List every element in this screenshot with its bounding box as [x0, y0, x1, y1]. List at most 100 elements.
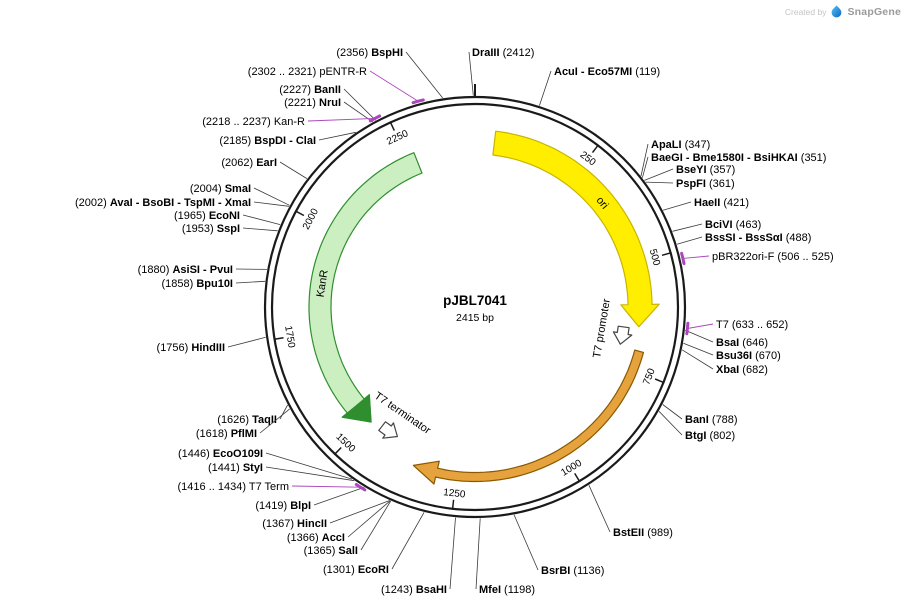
leader-line-acci: [347, 500, 391, 538]
primer-mark-pentr-r: [411, 98, 425, 105]
tick-mark-500: [661, 251, 672, 257]
leader-line-baegi: [642, 156, 649, 178]
primer-leader-line-t7: [687, 323, 714, 329]
leader-line-blpi: [313, 486, 365, 506]
leader-line-ecori: [391, 512, 425, 570]
enzyme-label-ecori: (1301) EcoRI: [323, 564, 389, 576]
primer-mark-t7: [685, 321, 690, 336]
enzyme-label-acci: (1366) AccI: [287, 532, 345, 544]
leader-line-avai: [253, 201, 290, 207]
enzyme-label-bsu36i: Bsu36I (670): [716, 350, 781, 362]
enzyme-label-sspi: (1953) SspI: [182, 223, 240, 235]
enzyme-label-btgi: BtgI (802): [685, 430, 735, 442]
credit: Created by SnapGene: [785, 5, 901, 18]
enzyme-label-haeii: HaeII (421): [694, 197, 749, 209]
enzyme-label-bcivi: BciVI (463): [705, 219, 761, 231]
primer-leader-line-pbr322ori-f: [682, 255, 710, 259]
tick-mark-1250: [451, 499, 455, 510]
enzyme-label-bseyi: BseYI (357): [676, 164, 735, 176]
enzyme-label-bsahi: (1243) BsaHI: [381, 584, 447, 596]
enzyme-label-bsai: BsaI (646): [716, 337, 768, 349]
tick-mark-1750: [273, 337, 284, 341]
tick-label-1750: 1750: [282, 325, 296, 349]
enzyme-label-pspfi: PspFI (361): [676, 178, 735, 190]
tick-mark-1500: [333, 446, 342, 456]
tick-mark-2250: [389, 121, 395, 131]
primer-label-pbr322ori-f: pBR322ori-F (506 .. 525): [712, 251, 834, 263]
leader-line-acui: [539, 70, 552, 106]
enzyme-label-mfei: MfeI (1198): [479, 584, 535, 596]
leader-line-sspi: [242, 227, 278, 232]
enzyme-label-xbai: XbaI (682): [716, 364, 768, 376]
tick-label-2250: 2250: [385, 128, 410, 147]
enzyme-label-bani: BanI (788): [685, 414, 738, 426]
enzyme-label-bspdi: (2185) BspDI - ClaI: [219, 135, 316, 147]
tick-label-1250: 1250: [443, 487, 467, 500]
primer-label-kan-r: (2218 .. 2237) Kan-R: [202, 116, 305, 128]
leader-line-ecoo109i: [265, 452, 353, 480]
feature-label-kanr: KanR: [315, 269, 331, 298]
leader-line-banii: [343, 88, 376, 121]
leader-line-mfei: [475, 518, 481, 590]
enzyme-label-draiii: DraIII (2412): [472, 47, 534, 59]
enzyme-label-hindiii: (1756) HindIII: [157, 342, 225, 354]
enzyme-label-avai: (2002) AvaI - BsoBI - TspMI - XmaI: [75, 197, 251, 209]
enzyme-label-eari: (2062) EarI: [221, 157, 277, 169]
enzyme-label-acui: AcuI - Eco57MI (119): [554, 66, 660, 78]
leader-line-econi: [242, 214, 281, 225]
enzyme-label-sali: (1365) SalI: [304, 545, 358, 557]
enzyme-label-taqii: (1626) TaqII: [217, 414, 277, 426]
primer-label-t7-term: (1416 .. 1434) T7 Term: [178, 481, 290, 493]
feature-label-t7-promoter: T7 promoter: [591, 298, 613, 359]
credit-created-by: Created by: [784, 6, 827, 17]
tick-label-1000: 1000: [559, 458, 584, 479]
enzyme-label-nrui: (2221) NruI: [284, 97, 341, 109]
leader-line-bsu36i: [683, 342, 714, 356]
leader-line-bsphi: [405, 51, 444, 99]
leader-line-bcivi: [672, 223, 703, 232]
primer-label-t7: T7 (633 .. 652): [716, 319, 788, 331]
leader-line-eari: [279, 161, 308, 179]
leader-line-bseyi: [644, 168, 674, 181]
enzyme-label-bsphi: (2356) BspHI: [336, 47, 403, 59]
leader-line-pflmi: [259, 408, 290, 434]
tick-mark-750: [654, 378, 665, 384]
feature-ori: [492, 130, 660, 328]
primer-label-pentr-r: (2302 .. 2321) pENTR-R: [248, 66, 367, 78]
enzyme-label-apali: ApaLI (347): [651, 139, 710, 151]
enzyme-label-ecoo109i: (1446) EcoO109I: [178, 448, 263, 460]
primer-leader-line-pentr-r: [369, 70, 419, 102]
primer-mark-pbr322ori-f: [680, 251, 686, 266]
leader-line-bsai: [685, 329, 714, 343]
leader-line-hindiii: [227, 336, 266, 348]
plasmid-size: 2415 bp: [456, 312, 494, 324]
leader-line-bpu10i: [235, 280, 266, 284]
enzyme-label-pflmi: (1618) PflMI: [196, 428, 257, 440]
feature-unnamed: [412, 349, 645, 485]
leader-line-hincii: [329, 500, 390, 524]
enzyme-label-baegi: BaeGI - Bme1580I - BsiHKAI (351): [651, 152, 826, 164]
enzyme-label-econi: (1965) EcoNI: [174, 210, 240, 222]
enzyme-label-hincii: (1367) HincII: [262, 518, 327, 530]
leader-line-apali: [640, 143, 649, 177]
enzyme-label-bsrbi: BsrBI (1136): [541, 565, 604, 577]
plasmid-name: pJBL7041: [443, 293, 507, 308]
leader-line-haeii: [662, 201, 692, 211]
enzyme-label-bpu10i: (1858) Bpu10I: [161, 278, 233, 290]
leader-line-bsrbi: [513, 514, 539, 571]
leader-line-bspdi: [318, 131, 356, 141]
enzyme-label-bsssi: BssSI - BssSαI (488): [705, 232, 811, 244]
enzyme-label-bsteii: BstEII (989): [613, 527, 673, 539]
leader-line-bsahi: [449, 517, 456, 590]
enzyme-label-asisi: (1880) AsiSI - PvuI: [138, 264, 233, 276]
tick-label-500: 500: [647, 248, 662, 267]
leader-line-xbai: [681, 349, 714, 370]
leader-line-btgi: [658, 411, 683, 436]
primer-mark-t7-term: [354, 483, 367, 492]
feature-arrowhead-kanr: [341, 394, 372, 423]
tick-label-2000: 2000: [301, 206, 321, 231]
leader-line-draiii: [468, 51, 474, 96]
leader-line-bsteii: [588, 485, 611, 533]
